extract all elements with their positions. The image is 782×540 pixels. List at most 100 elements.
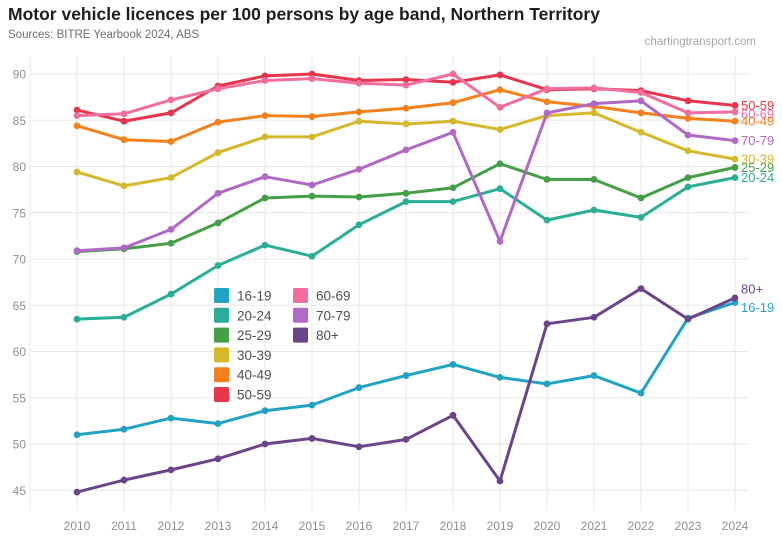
series-marker-20-24-2015[interactable]: [308, 252, 316, 260]
series-marker-60-69-2012[interactable]: [167, 96, 175, 104]
series-marker-40-49-2024[interactable]: [731, 117, 739, 125]
series-marker-50-59-2023[interactable]: [684, 97, 692, 105]
series-marker-16-19-2020[interactable]: [543, 380, 551, 388]
series-marker-40-49-2014[interactable]: [261, 112, 269, 120]
series-marker-40-49-2023[interactable]: [684, 115, 692, 122]
series-marker-60-69-2019[interactable]: [496, 103, 504, 111]
series-marker-60-69-2021[interactable]: [590, 84, 598, 92]
legend-item-70-79[interactable]: 70-79: [293, 307, 351, 324]
series-marker-70-79-2012[interactable]: [167, 226, 175, 233]
series-marker-16-19-2021[interactable]: [590, 372, 598, 379]
series-marker-40-49-2020[interactable]: [543, 98, 551, 106]
series-marker-16-19-2018[interactable]: [449, 361, 457, 368]
series-marker-40-49-2010[interactable]: [73, 122, 81, 130]
series-marker-30-39-2013[interactable]: [214, 149, 222, 157]
series-marker-80+-2011[interactable]: [120, 476, 128, 484]
series-marker-80+-2010[interactable]: [73, 488, 81, 496]
series-marker-50-59-2018[interactable]: [449, 78, 457, 86]
series-marker-40-49-2016[interactable]: [355, 108, 363, 116]
series-marker-30-39-2015[interactable]: [308, 133, 316, 141]
series-marker-16-19-2011[interactable]: [120, 425, 128, 433]
series-marker-16-19-2022[interactable]: [637, 389, 645, 397]
series-marker-60-69-2014[interactable]: [261, 77, 269, 84]
series-marker-60-69-2024[interactable]: [731, 108, 739, 116]
series-marker-25-29-2012[interactable]: [167, 239, 175, 247]
series-marker-80+-2022[interactable]: [637, 285, 645, 292]
legend-item-40-49[interactable]: 40-49: [214, 367, 272, 383]
series-marker-50-59-2012[interactable]: [167, 109, 175, 117]
series-marker-25-29-2019[interactable]: [496, 160, 504, 168]
series-marker-60-69-2017[interactable]: [402, 81, 410, 89]
series-marker-60-69-2022[interactable]: [637, 89, 645, 96]
series-marker-20-24-2018[interactable]: [449, 198, 457, 206]
series-marker-30-39-2018[interactable]: [449, 117, 457, 125]
series-marker-25-29-2022[interactable]: [637, 194, 645, 202]
series-marker-60-69-2016[interactable]: [355, 79, 363, 87]
series-marker-25-29-2017[interactable]: [402, 189, 410, 197]
series-marker-70-79-2020[interactable]: [543, 109, 551, 117]
series-marker-80+-2020[interactable]: [543, 320, 551, 328]
series-marker-30-39-2016[interactable]: [355, 117, 363, 125]
series-marker-70-79-2015[interactable]: [308, 181, 316, 189]
series-marker-70-79-2017[interactable]: [402, 146, 410, 154]
series-marker-70-79-2013[interactable]: [214, 189, 222, 197]
series-marker-30-39-2011[interactable]: [120, 182, 128, 190]
series-marker-70-79-2018[interactable]: [449, 128, 457, 136]
series-marker-20-24-2013[interactable]: [214, 262, 222, 269]
series-marker-16-19-2016[interactable]: [355, 384, 363, 391]
series-marker-40-49-2022[interactable]: [637, 109, 645, 117]
series-marker-40-49-2019[interactable]: [496, 86, 504, 94]
series-marker-70-79-2014[interactable]: [261, 173, 269, 181]
series-marker-16-19-2015[interactable]: [308, 401, 316, 409]
series-marker-80+-2017[interactable]: [402, 435, 410, 443]
legend-item-60-69[interactable]: 60-69: [293, 288, 351, 304]
series-marker-30-39-2012[interactable]: [167, 174, 175, 182]
series-marker-60-69-2023[interactable]: [684, 109, 692, 117]
series-marker-40-49-2013[interactable]: [214, 118, 222, 126]
series-marker-40-49-2018[interactable]: [449, 99, 457, 107]
series-marker-50-59-2024[interactable]: [731, 102, 739, 109]
series-marker-16-19-2014[interactable]: [261, 407, 269, 415]
series-marker-40-49-2015[interactable]: [308, 113, 316, 120]
series-marker-60-69-2020[interactable]: [543, 85, 551, 93]
series-marker-50-59-2010[interactable]: [73, 106, 81, 114]
legend-item-16-19[interactable]: 16-19: [214, 288, 272, 304]
series-marker-16-19-2010[interactable]: [73, 431, 81, 439]
legend-item-25-29[interactable]: 25-29: [214, 327, 272, 344]
series-marker-25-29-2018[interactable]: [449, 184, 457, 192]
series-marker-80+-2016[interactable]: [355, 443, 363, 451]
series-marker-20-24-2014[interactable]: [261, 241, 269, 249]
series-marker-50-59-2019[interactable]: [496, 71, 504, 79]
series-marker-25-29-2016[interactable]: [355, 193, 363, 201]
series-marker-70-79-2016[interactable]: [355, 165, 363, 173]
series-marker-16-19-2013[interactable]: [214, 420, 222, 428]
series-marker-25-29-2015[interactable]: [308, 192, 316, 200]
series-marker-30-39-2023[interactable]: [684, 147, 692, 155]
series-marker-70-79-2022[interactable]: [637, 97, 645, 105]
series-marker-50-59-2011[interactable]: [120, 117, 128, 125]
watermark-link[interactable]: chartingtransport.com: [644, 36, 756, 48]
series-marker-30-39-2014[interactable]: [261, 133, 269, 141]
series-marker-80+-2021[interactable]: [590, 313, 598, 321]
legend-item-20-24[interactable]: 20-24: [214, 307, 272, 324]
series-marker-20-24-2020[interactable]: [543, 216, 551, 224]
series-marker-20-24-2017[interactable]: [402, 198, 410, 206]
series-marker-25-29-2021[interactable]: [590, 176, 598, 183]
series-marker-80+-2015[interactable]: [308, 435, 316, 442]
series-marker-60-69-2010[interactable]: [73, 112, 81, 120]
series-marker-20-24-2024[interactable]: [731, 174, 739, 182]
series-marker-80+-2024[interactable]: [731, 294, 739, 302]
legend-item-30-39[interactable]: 30-39: [214, 347, 272, 363]
series-marker-20-24-2011[interactable]: [120, 313, 128, 321]
series-marker-60-69-2015[interactable]: [308, 75, 316, 83]
series-marker-60-69-2011[interactable]: [120, 110, 128, 118]
series-marker-70-79-2019[interactable]: [496, 238, 504, 245]
series-marker-20-24-2019[interactable]: [496, 185, 504, 193]
series-marker-40-49-2012[interactable]: [167, 138, 175, 145]
series-marker-70-79-2010[interactable]: [73, 247, 81, 255]
series-marker-70-79-2024[interactable]: [731, 137, 739, 145]
series-marker-80+-2023[interactable]: [684, 315, 692, 323]
series-marker-25-29-2024[interactable]: [731, 164, 739, 171]
series-marker-80+-2019[interactable]: [496, 477, 504, 485]
legend-item-50-59[interactable]: 50-59: [214, 387, 272, 403]
